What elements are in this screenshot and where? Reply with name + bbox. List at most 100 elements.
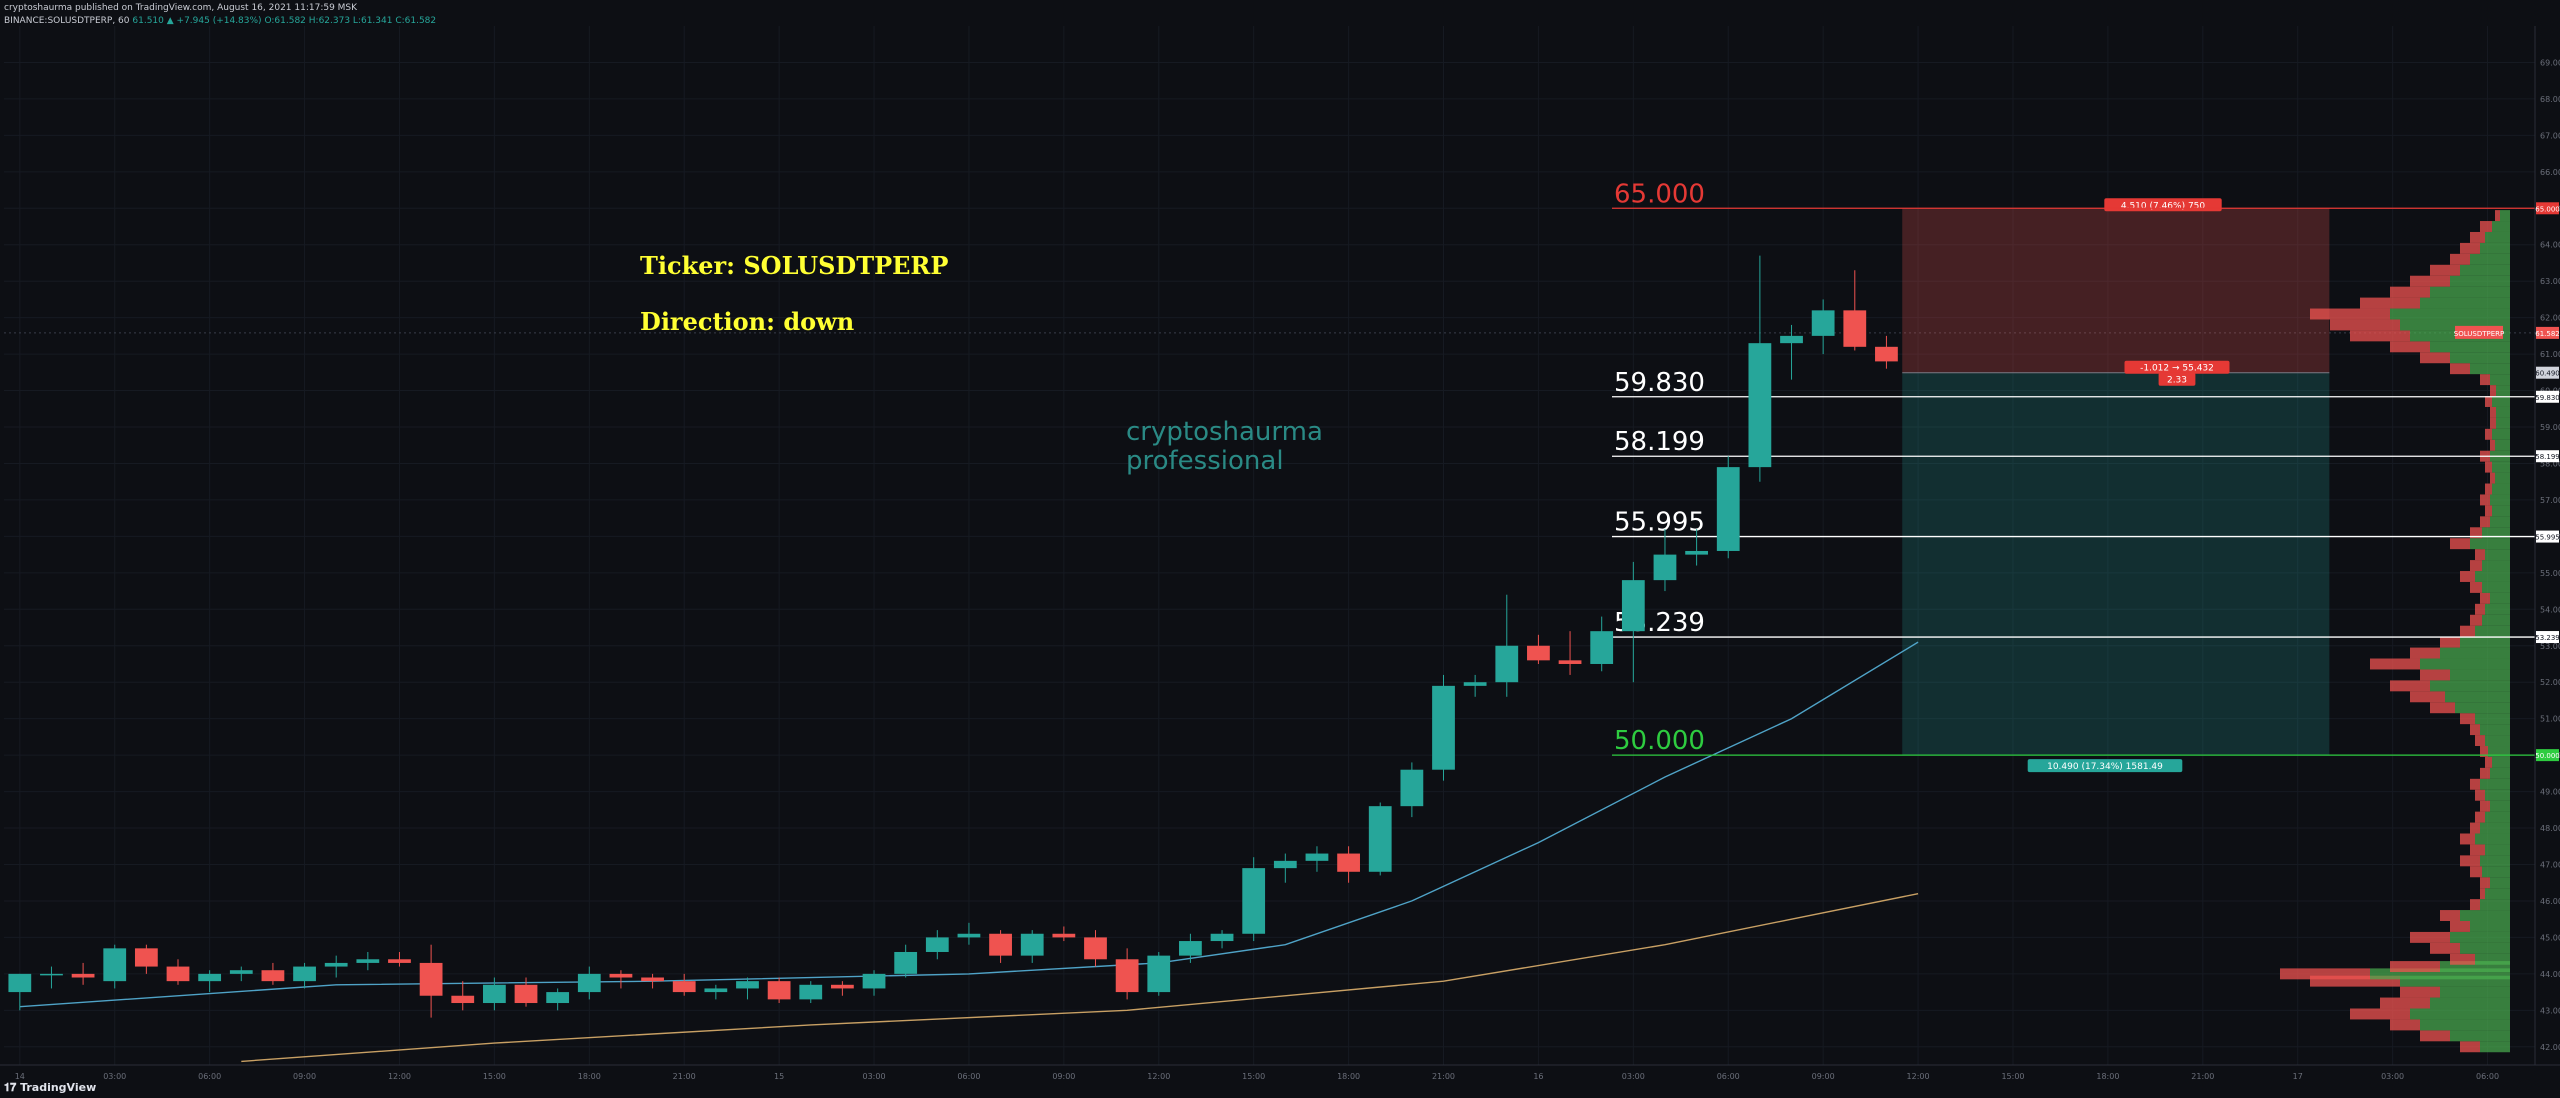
volume-profile-bar-up (2430, 997, 2510, 1009)
candle-body[interactable] (1875, 346, 1898, 362)
y-tick-label: 69.000 (2540, 58, 2560, 67)
candle-body[interactable] (261, 970, 285, 982)
candle-body[interactable] (1780, 335, 1803, 344)
volume-profile-bar-up (2482, 560, 2510, 572)
candle-body[interactable] (1305, 853, 1329, 861)
candle-body[interactable] (1621, 580, 1645, 632)
candle-body[interactable] (1337, 853, 1360, 872)
candle-body[interactable] (514, 984, 538, 1004)
publish-line: cryptoshaurma published on TradingView.c… (4, 3, 358, 13)
candle-body[interactable] (1716, 467, 1740, 551)
take-profit-zone[interactable] (1902, 372, 2330, 756)
stop-loss-zone[interactable] (1902, 208, 2330, 373)
candle-body[interactable] (103, 948, 127, 982)
candle-body[interactable] (925, 937, 949, 952)
candle-body[interactable] (1115, 959, 1139, 993)
candle-body[interactable] (8, 973, 32, 993)
candle-body[interactable] (799, 984, 823, 1000)
candle-body[interactable] (324, 962, 348, 967)
y-tick-label: 54.000 (2540, 605, 2560, 614)
candle-body[interactable] (1210, 933, 1234, 942)
candle-body[interactable] (40, 973, 63, 976)
candle-body[interactable] (71, 973, 95, 978)
candle-body[interactable] (198, 973, 222, 982)
y-tick-label: 53.000 (2540, 642, 2560, 651)
volume-profile-bar-up (2410, 1008, 2510, 1020)
candle-body[interactable] (767, 981, 791, 1000)
volume-profile-bar-down (2490, 406, 2496, 418)
candle-body[interactable] (1432, 685, 1455, 770)
volume-profile-bar-down (2495, 210, 2500, 222)
volume-profile-bar-down (2485, 505, 2492, 517)
candle-body[interactable] (134, 948, 158, 967)
y-tick-label: 49.000 (2540, 788, 2560, 797)
ema-fast-line (19, 641, 1919, 1008)
candle-body[interactable] (1685, 550, 1708, 555)
candle-body[interactable] (1748, 343, 1772, 468)
candle-body[interactable] (609, 973, 633, 978)
candle-body[interactable] (1653, 554, 1677, 581)
candle-body[interactable] (989, 933, 1012, 956)
y-tick-label: 43.000 (2540, 1006, 2560, 1015)
candle-body[interactable] (736, 981, 759, 989)
candle-body[interactable] (1084, 937, 1107, 960)
candle-body[interactable] (1368, 806, 1392, 872)
candle-body[interactable] (831, 984, 854, 989)
volume-profile-bar-down (2420, 352, 2450, 364)
volume-profile-bar-down (2475, 789, 2485, 801)
volume-profile-bar-down (2460, 625, 2475, 637)
symbol-name[interactable]: BINANCE:SOLUSDTPERP, 60 (4, 16, 130, 26)
level-label-tp1: 59.830 (1614, 368, 1705, 398)
candle-body[interactable] (482, 984, 506, 1004)
volume-profile-bar-up (2485, 735, 2510, 747)
candle-body[interactable] (1020, 933, 1044, 956)
volume-profile-bar-down (2380, 997, 2430, 1009)
volume-profile-bar-up (2400, 975, 2510, 987)
candle-body[interactable] (1463, 682, 1487, 686)
candle-body[interactable] (388, 959, 411, 963)
candle-body[interactable] (1052, 933, 1076, 938)
price-axis-tag-bg (2536, 631, 2559, 644)
entry-ratio-label-bg (2158, 372, 2196, 386)
candle-body[interactable] (229, 970, 253, 974)
candle-body[interactable] (1527, 645, 1550, 661)
volume-profile-bar-up (2485, 844, 2510, 856)
candle-body[interactable] (577, 973, 601, 993)
candle-body[interactable] (1400, 769, 1424, 807)
candle-body[interactable] (1179, 941, 1202, 956)
volume-profile-bar-up (2470, 253, 2510, 265)
candle-body[interactable] (862, 973, 886, 989)
candle-body[interactable] (1273, 860, 1297, 869)
x-tick-label: 15:00 (483, 1072, 506, 1081)
candle-body[interactable] (166, 966, 190, 982)
candle-body[interactable] (1843, 310, 1867, 347)
candle-body[interactable] (1590, 631, 1614, 664)
candle-body[interactable] (672, 981, 696, 993)
candle-body[interactable] (1811, 310, 1835, 336)
candle-body[interactable] (704, 988, 728, 993)
candle-body[interactable] (894, 951, 918, 974)
candle-body[interactable] (419, 962, 443, 996)
volume-profile-bar-down (2390, 286, 2430, 298)
price-axis[interactable] (2535, 0, 2560, 1098)
volume-profile-bar-up (2492, 756, 2510, 768)
volume-profile-bar-up (2490, 767, 2510, 779)
x-tick-label: 16 (1533, 1072, 1543, 1081)
volume-profile-bar-up (2460, 942, 2510, 954)
candle-body[interactable] (546, 992, 570, 1004)
candle-body[interactable] (293, 966, 316, 982)
price-axis-tag-bg (2536, 450, 2559, 463)
candle-body[interactable] (1495, 645, 1519, 683)
price-axis-tag: 65.000 (2535, 205, 2560, 213)
candle-body[interactable] (1242, 868, 1266, 934)
tradingview-logo[interactable]: 𝟏𝟕 TradingView (4, 1081, 96, 1095)
candle-body[interactable] (451, 995, 475, 1004)
candle-body[interactable] (1558, 660, 1582, 664)
candle-body[interactable] (1147, 955, 1171, 993)
candle-body[interactable] (641, 977, 664, 982)
candle-body[interactable] (356, 959, 380, 963)
candle-body[interactable] (957, 933, 981, 938)
